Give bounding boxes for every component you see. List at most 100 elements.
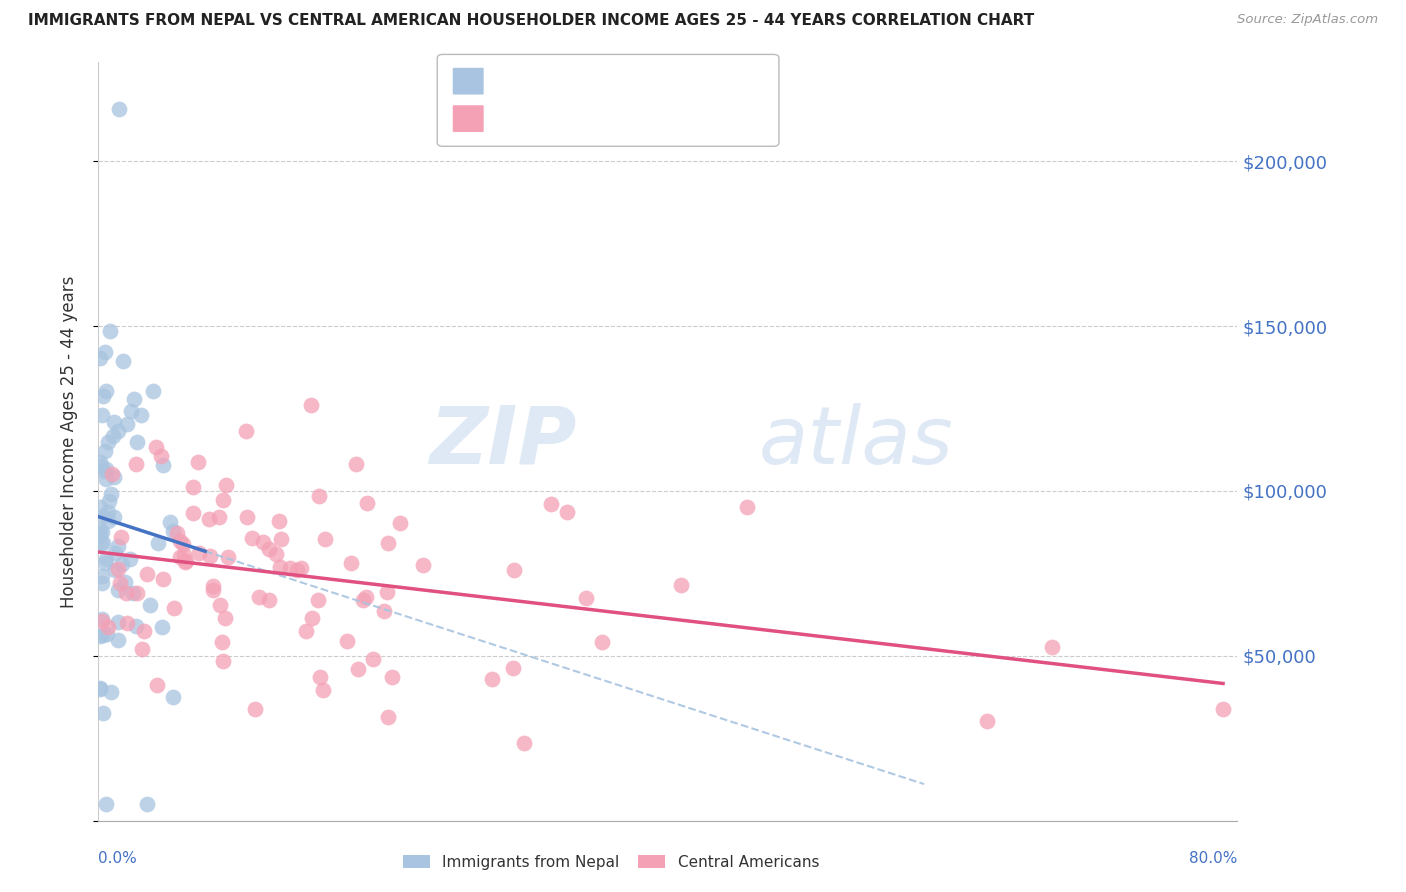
Point <box>198 512 221 526</box>
Point <box>373 604 395 618</box>
Point <box>89 629 111 643</box>
Point <box>200 549 222 563</box>
Point <box>270 532 292 546</box>
Point <box>412 558 434 572</box>
Point <box>290 560 312 574</box>
Point <box>299 398 322 412</box>
Point <box>169 533 191 548</box>
Point <box>252 534 274 549</box>
Point <box>94 345 117 359</box>
Point <box>103 470 125 484</box>
Point <box>115 585 138 599</box>
Point <box>107 561 129 575</box>
Point <box>243 702 266 716</box>
Point <box>150 449 173 463</box>
Point <box>90 612 112 626</box>
Point <box>344 458 367 472</box>
Point <box>169 550 191 565</box>
Point <box>91 614 114 628</box>
Point <box>89 681 111 695</box>
Point <box>308 489 330 503</box>
Point <box>215 478 238 492</box>
Point <box>235 424 257 438</box>
Point <box>555 505 578 519</box>
Point <box>94 461 117 475</box>
Point <box>91 628 114 642</box>
Point <box>96 797 118 812</box>
Point <box>107 103 129 117</box>
Point <box>142 384 165 398</box>
Point <box>187 455 209 469</box>
Point <box>131 408 153 422</box>
Point <box>122 392 145 407</box>
Point <box>94 444 117 458</box>
Point <box>131 642 153 657</box>
Point <box>236 509 259 524</box>
Point <box>269 560 291 574</box>
Point <box>100 487 122 501</box>
Point <box>103 510 125 524</box>
Point <box>122 586 145 600</box>
Point <box>381 670 404 684</box>
Point <box>135 797 157 812</box>
Point <box>91 509 114 524</box>
Point <box>117 615 139 630</box>
Point <box>257 593 280 607</box>
Point <box>112 354 135 368</box>
Point <box>132 624 155 638</box>
Point <box>285 563 308 577</box>
Point <box>737 500 759 514</box>
Point <box>125 435 148 450</box>
Point <box>591 635 613 649</box>
Text: R = -0.180: R = -0.180 <box>491 76 581 90</box>
Point <box>1040 640 1063 654</box>
Point <box>976 714 998 728</box>
Point <box>173 548 195 562</box>
Text: IMMIGRANTS FROM NEPAL VS CENTRAL AMERICAN HOUSEHOLDER INCOME AGES 25 - 44 YEARS : IMMIGRANTS FROM NEPAL VS CENTRAL AMERICA… <box>28 13 1035 29</box>
Point <box>502 661 524 675</box>
Point <box>481 672 503 686</box>
Point <box>94 552 117 566</box>
Point <box>127 585 149 599</box>
Text: Source: ZipAtlas.com: Source: ZipAtlas.com <box>1237 13 1378 27</box>
Point <box>375 585 398 599</box>
Point <box>671 578 693 592</box>
Point <box>388 516 411 530</box>
Point <box>201 582 224 597</box>
Point <box>93 464 115 478</box>
Point <box>208 510 231 524</box>
Point <box>138 599 160 613</box>
Point <box>503 563 526 577</box>
Point <box>104 563 127 577</box>
Point <box>91 576 114 591</box>
Point <box>172 537 194 551</box>
Point <box>181 480 204 494</box>
Point <box>162 690 184 705</box>
Point <box>107 633 129 648</box>
Point <box>181 506 204 520</box>
Point <box>314 532 336 546</box>
Point <box>212 654 235 668</box>
Point <box>145 678 167 692</box>
Point <box>295 624 318 638</box>
Point <box>125 619 148 633</box>
Point <box>336 633 359 648</box>
Point <box>377 535 399 549</box>
Point <box>356 496 378 510</box>
Point <box>96 384 118 398</box>
Point <box>100 325 122 339</box>
Text: ZIP: ZIP <box>429 402 576 481</box>
Point <box>89 455 111 469</box>
Point <box>267 515 290 529</box>
Point <box>120 551 142 566</box>
Point <box>91 389 114 403</box>
Point <box>173 555 195 569</box>
Point <box>107 539 129 553</box>
Point <box>152 572 174 586</box>
Point <box>201 578 224 592</box>
Point <box>574 591 596 606</box>
Point <box>240 532 263 546</box>
Point <box>1212 701 1234 715</box>
Point <box>188 546 211 560</box>
Point <box>97 505 120 519</box>
